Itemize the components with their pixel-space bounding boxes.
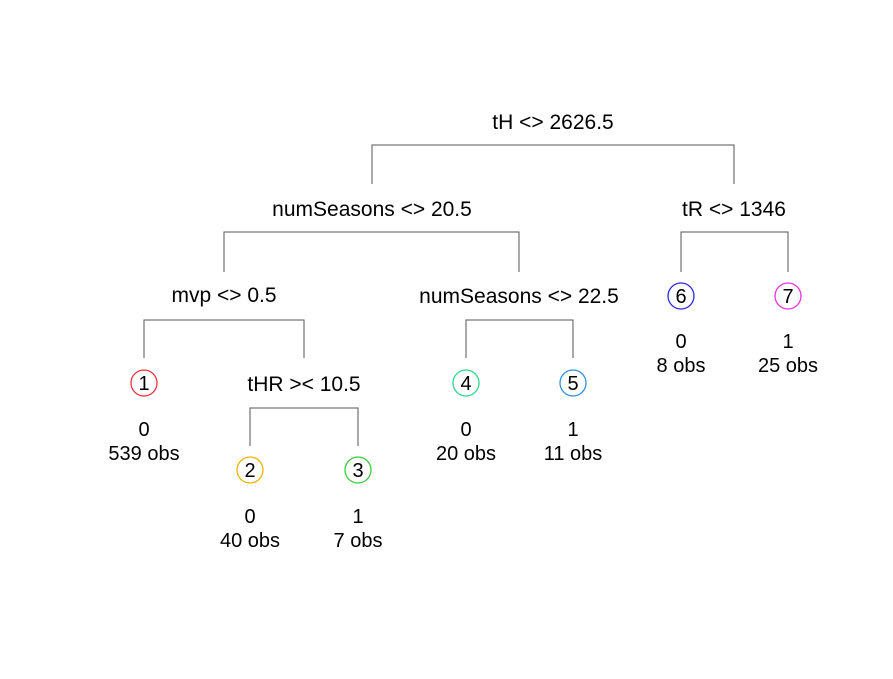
leaf-id: 5 [567, 373, 578, 395]
tree-edges [143, 144, 789, 446]
split-ll-label: mvp <> 0.5 [171, 284, 276, 307]
leaf-id: 6 [675, 286, 686, 308]
leaf-circle [130, 369, 158, 397]
leaf-circle [344, 456, 372, 484]
leaf-obs: 40 obs [220, 530, 280, 552]
split-root-label: tH <> 2626.5 [492, 111, 613, 134]
leaf-obs: 25 obs [758, 355, 818, 377]
leaf-obs: 20 obs [436, 443, 496, 465]
leaf-node: 6 0 8 obs [657, 282, 706, 377]
leaf-value: 1 [567, 419, 578, 441]
leaf-id: 2 [244, 460, 255, 482]
edge-llr [249, 407, 359, 446]
split-left-label: numSeasons <> 20.5 [272, 198, 472, 221]
leaf-value: 1 [352, 506, 363, 528]
split-labels: tH <> 2626.5 numSeasons <> 20.5 tR <> 13… [171, 111, 785, 396]
leaf-circle [452, 369, 480, 397]
leaf-id: 4 [460, 373, 471, 395]
leaf-node: 7 1 25 obs [758, 282, 818, 377]
split-llr-label: tHR >< 10.5 [247, 373, 360, 396]
leaf-value: 1 [782, 331, 793, 353]
leaf-obs: 539 obs [108, 443, 179, 465]
leaf-obs: 11 obs [544, 443, 603, 465]
leaf-id: 3 [352, 460, 363, 482]
leaf-value: 0 [460, 419, 471, 441]
leaf-value: 0 [244, 506, 255, 528]
leaf-obs: 7 obs [334, 530, 383, 552]
leaf-node: 3 1 7 obs [334, 456, 383, 552]
edge-left [223, 231, 520, 272]
leaf-value: 0 [138, 419, 149, 441]
edge-root [371, 144, 735, 184]
split-lr-label: numSeasons <> 22.5 [419, 285, 619, 308]
leaf-circle [667, 282, 695, 310]
leaf-value: 0 [675, 331, 686, 353]
leaf-circle [774, 282, 802, 310]
leaf-node: 5 1 11 obs [544, 369, 603, 465]
leaf-circle [559, 369, 587, 397]
leaf-id: 1 [138, 373, 149, 395]
edge-ll [143, 319, 305, 358]
edge-right [680, 231, 789, 272]
leaf-id: 7 [782, 286, 793, 308]
leaf-node: 4 0 20 obs [436, 369, 496, 465]
split-right-label: tR <> 1346 [682, 198, 786, 221]
leaf-node: 2 0 40 obs [220, 456, 280, 552]
edge-lr [465, 319, 574, 358]
leaf-obs: 8 obs [657, 355, 706, 377]
leaf-circle [236, 456, 264, 484]
leaf-node: 1 0 539 obs [108, 369, 180, 465]
